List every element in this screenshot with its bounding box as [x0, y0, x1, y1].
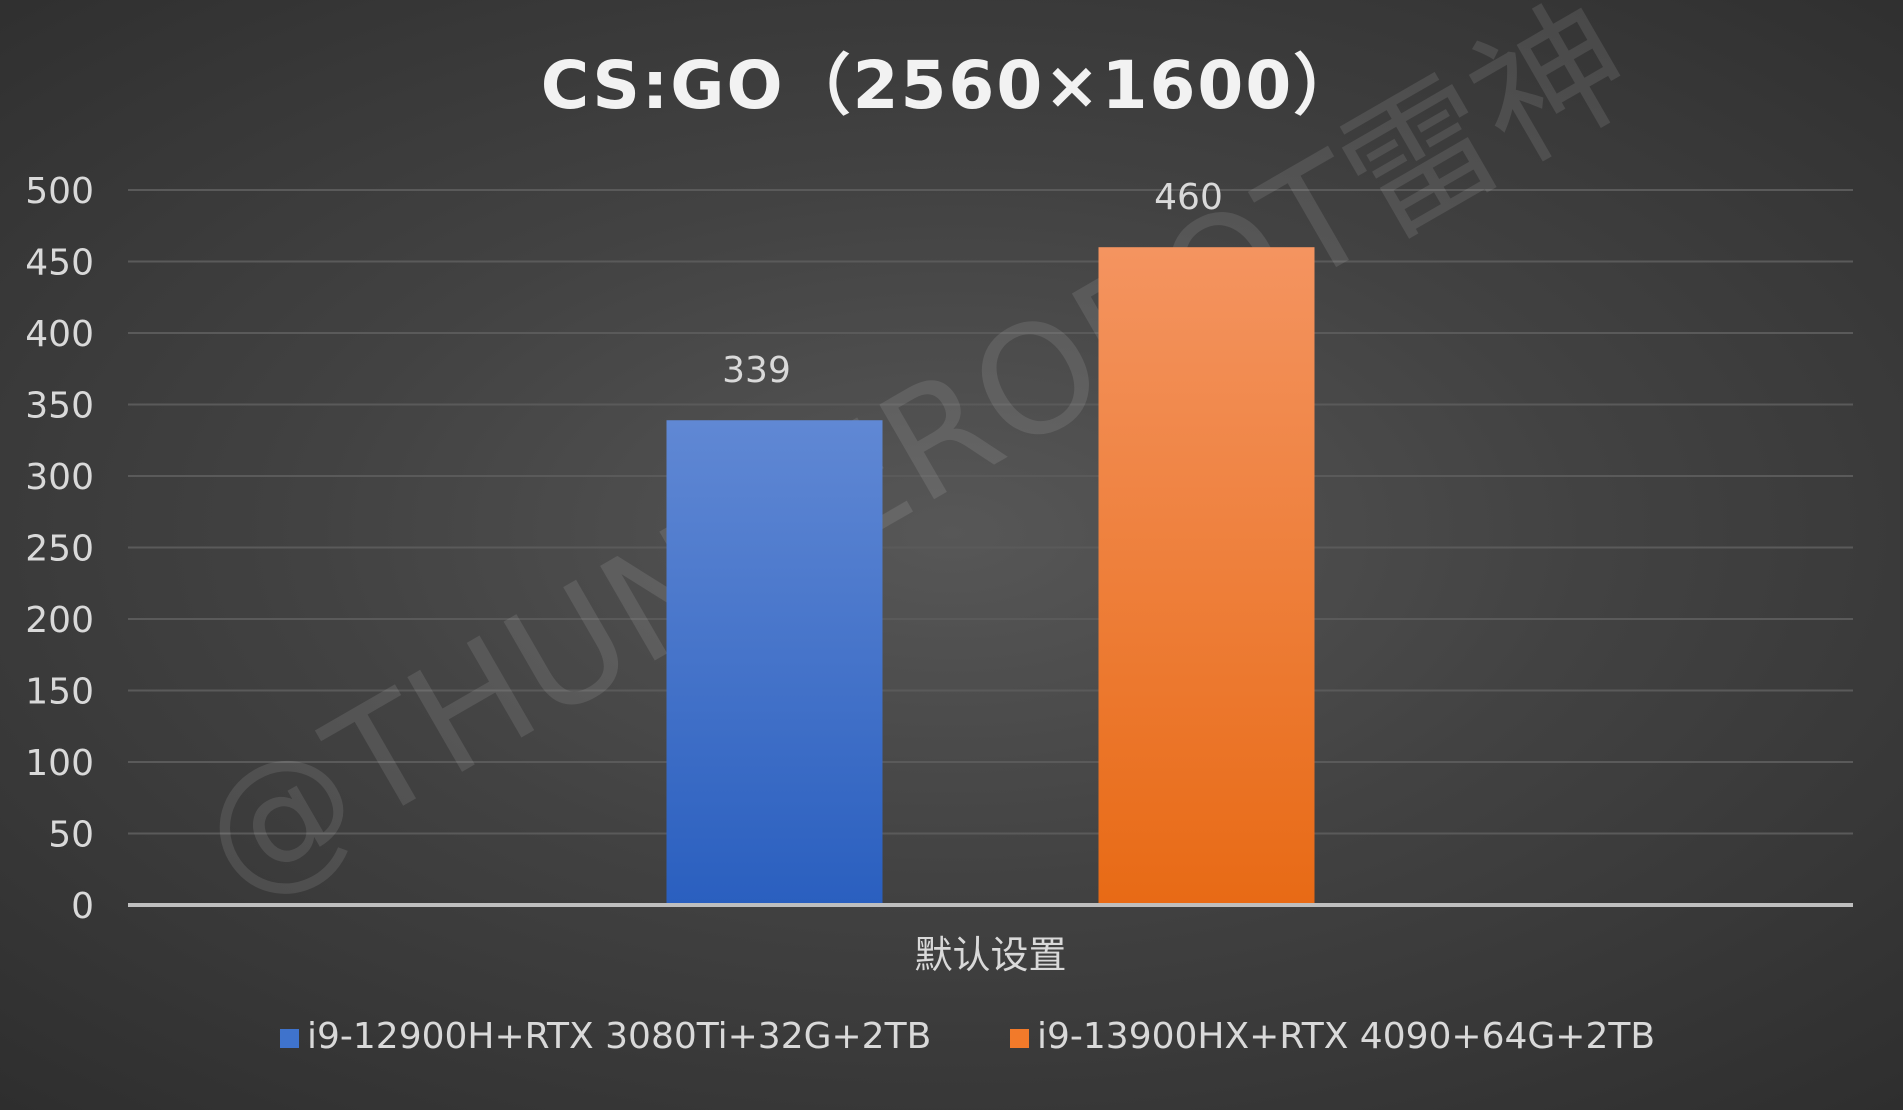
y-tick-label: 350	[25, 386, 94, 427]
data-labels: 339 460	[722, 177, 1223, 391]
legend-swatch-series-2	[1010, 1029, 1029, 1048]
legend-swatch-series-1	[280, 1029, 299, 1048]
bars	[666, 247, 1315, 905]
bar-series-2	[1098, 247, 1315, 905]
y-tick-label: 500	[25, 171, 94, 212]
x-category-label: 默认设置	[914, 933, 1066, 977]
data-label-series-1: 339	[722, 350, 791, 391]
bar-series-1	[666, 420, 883, 905]
chart-title: CS:GO（2560×1600）	[541, 47, 1362, 124]
y-tick-label: 200	[25, 600, 94, 641]
y-tick-label: 0	[71, 886, 94, 927]
legend-label-series-2: i9-13900HX+RTX 4090+64G+2TB	[1037, 1016, 1655, 1057]
legend: i9-12900H+RTX 3080Ti+32G+2TB i9-13900HX+R…	[280, 1016, 1655, 1057]
gridlines	[128, 189, 1853, 835]
y-tick-label: 150	[25, 672, 94, 713]
data-label-series-2: 460	[1154, 177, 1223, 218]
x-axis-categories: 默认设置	[914, 933, 1066, 977]
y-tick-label: 100	[25, 743, 94, 784]
y-tick-label: 250	[25, 529, 94, 570]
watermark: @THUNDEROBOT雷神	[171, 0, 1660, 931]
legend-label-series-1: i9-12900H+RTX 3080Ti+32G+2TB	[307, 1016, 931, 1057]
y-axis-ticks: 0 50 100 150 200 250 300 350 400 450 500	[25, 171, 94, 927]
y-tick-label: 50	[48, 815, 94, 856]
y-tick-label: 400	[25, 314, 94, 355]
y-tick-label: 450	[25, 243, 94, 284]
y-tick-label: 300	[25, 457, 94, 498]
